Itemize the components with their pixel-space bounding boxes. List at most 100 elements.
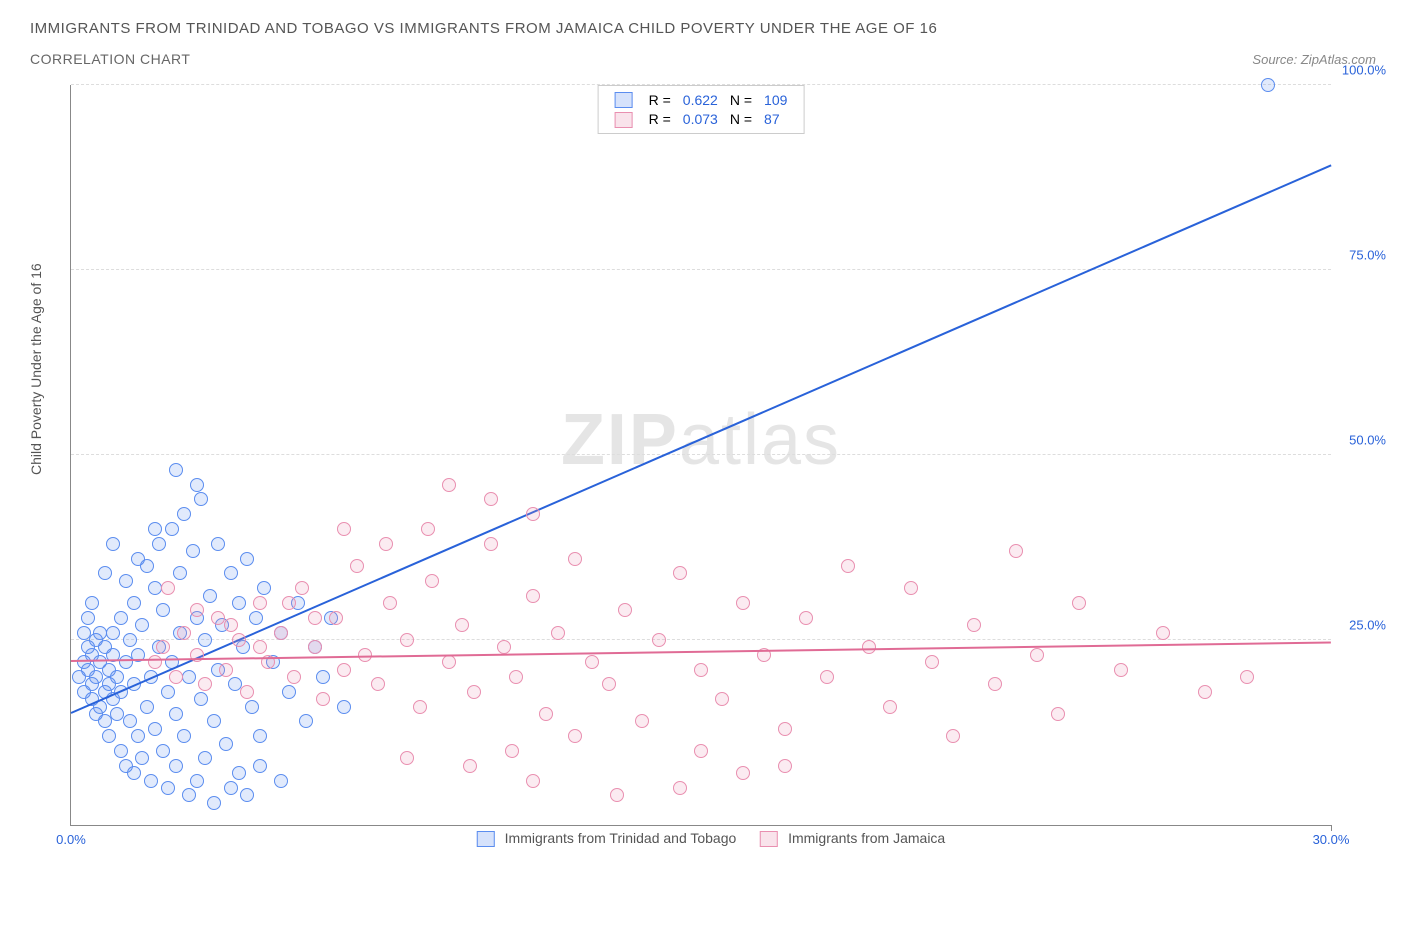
scatter-point [715,692,729,706]
scatter-point [148,655,162,669]
scatter-point [224,566,238,580]
scatter-point [883,700,897,714]
scatter-point [350,559,364,573]
scatter-point [1156,626,1170,640]
scatter-point [299,714,313,728]
legend-swatch-series-0 [615,92,633,108]
scatter-point [106,626,120,640]
scatter-point [1240,670,1254,684]
scatter-point [182,670,196,684]
scatter-point [308,640,322,654]
scatter-point [274,774,288,788]
scatter-point [106,537,120,551]
scatter-point [585,655,599,669]
scatter-point [207,714,221,728]
legend-n-value-series-1: 87 [758,109,793,128]
scatter-point [169,759,183,773]
scatter-point [253,759,267,773]
scatter-point [371,677,385,691]
scatter-point [497,640,511,654]
scatter-point [232,596,246,610]
scatter-point [119,655,133,669]
scatter-point [673,781,687,795]
scatter-point [253,596,267,610]
scatter-point [169,707,183,721]
scatter-point [337,700,351,714]
scatter-point [988,677,1002,691]
scatter-point [198,677,212,691]
scatter-point [224,781,238,795]
scatter-point [114,744,128,758]
scatter-point [123,714,137,728]
legend-r-value-series-1: 0.073 [677,109,724,128]
scatter-point [467,685,481,699]
scatter-point [1072,596,1086,610]
scatter-point [148,522,162,536]
scatter-point [165,522,179,536]
scatter-point [131,552,145,566]
scatter-point [652,633,666,647]
scatter-point [509,670,523,684]
scatter-point [127,596,141,610]
scatter-point [249,611,263,625]
scatter-point [1114,663,1128,677]
scatter-point [224,618,238,632]
scatter-point [85,596,99,610]
y-tick-label: 100.0% [1342,63,1386,78]
scatter-point [114,611,128,625]
scatter-point [329,611,343,625]
scatter-point [245,700,259,714]
scatter-point [177,626,191,640]
scatter-point [736,766,750,780]
scatter-point [799,611,813,625]
scatter-point [694,744,708,758]
legend-row-series-1: R = 0.073 N = 87 [609,109,794,128]
scatter-point [287,670,301,684]
scatter-point [1051,707,1065,721]
scatter-point [736,596,750,610]
scatter-point [568,729,582,743]
scatter-point [98,566,112,580]
legend-correlation-box: R = 0.622 N = 109 R = 0.073 N = 87 [598,85,805,134]
gridline-h [71,269,1331,270]
scatter-point [190,478,204,492]
scatter-point [190,603,204,617]
scatter-point [156,640,170,654]
scatter-point [240,685,254,699]
scatter-point [144,774,158,788]
scatter-point [1198,685,1212,699]
scatter-point [135,618,149,632]
scatter-point [282,685,296,699]
scatter-point [240,788,254,802]
y-tick-label: 75.0% [1349,248,1386,263]
scatter-point [211,537,225,551]
scatter-point [463,759,477,773]
scatter-point [400,751,414,765]
scatter-point [110,670,124,684]
scatter-point [673,566,687,580]
scatter-point [820,670,834,684]
legend-swatch-bottom-0 [477,831,495,847]
scatter-point [190,774,204,788]
chart-area: Child Poverty Under the Age of 16 ZIPatl… [30,75,1376,875]
scatter-point [127,766,141,780]
scatter-point [194,692,208,706]
scatter-point [198,633,212,647]
x-tick-label: 0.0% [56,832,86,847]
scatter-point [904,581,918,595]
scatter-point [253,640,267,654]
x-tick-mark [1331,825,1332,831]
legend-swatch-bottom-1 [760,831,778,847]
legend-n-value-series-0: 109 [758,90,793,109]
scatter-point [152,537,166,551]
scatter-point [219,663,233,677]
scatter-point [156,744,170,758]
scatter-point [1261,78,1275,92]
scatter-point [161,685,175,699]
scatter-point [568,552,582,566]
scatter-point [274,626,288,640]
scatter-point [102,729,116,743]
scatter-point [337,522,351,536]
trend-line [71,164,1332,713]
scatter-point [194,492,208,506]
